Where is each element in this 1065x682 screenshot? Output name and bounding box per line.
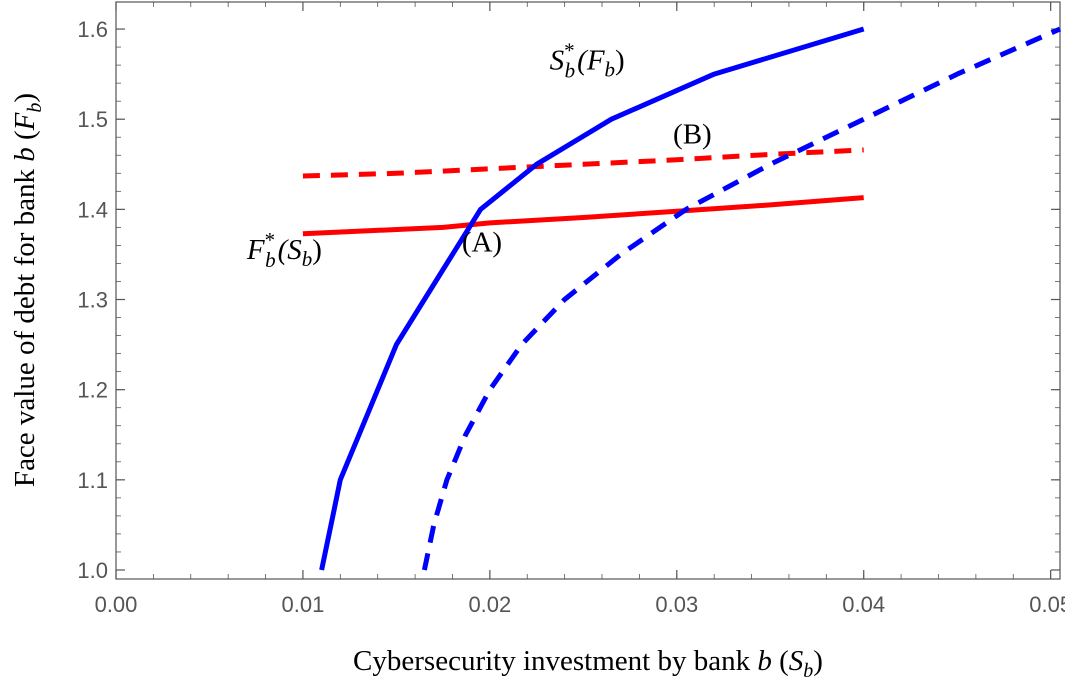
annotation-B: (B): [673, 119, 712, 151]
y-tick-label: 1.3: [77, 288, 108, 313]
annotation-F: F* b(Sb): [246, 228, 322, 272]
x-axis-title: Cybersecurity investment by bank b (Sb): [353, 645, 823, 682]
series-line-0: [302, 195, 864, 237]
series-line-1: [302, 147, 864, 179]
x-tick-label: 0.05: [1029, 592, 1065, 617]
plot-frame: [115, 1, 1061, 580]
annotation-S: S* b(Fb): [550, 39, 625, 83]
x-tick-label: 0.02: [468, 592, 511, 617]
y-tick-label: 1.6: [77, 17, 108, 42]
y-tick-label: 1.2: [77, 378, 108, 403]
series-line-3: [421, 26, 1062, 571]
series-layer: [302, 26, 1062, 571]
y-axis-ticks: 1.0 1.1 1.2 1.3 1.4 1.5 1.6: [77, 17, 1060, 583]
x-tick-label: 0.00: [95, 592, 138, 617]
y-tick-label: 1.1: [77, 468, 108, 493]
annotation-A: (A): [462, 227, 502, 259]
annotations: S* b(Fb) F* b(Sb) (A) (B): [246, 39, 712, 272]
x-axis-ticks: 0.00 0.01 0.02 0.03 0.04 0.05: [95, 2, 1065, 617]
series-line-2: [319, 26, 865, 571]
y-tick-label: 1.0: [77, 558, 108, 583]
x-tick-label: 0.01: [282, 592, 325, 617]
y-tick-label: 1.5: [77, 107, 108, 132]
y-axis-title: Face value of debt for bank b (Fb): [9, 93, 46, 487]
y-tick-label: 1.4: [77, 197, 108, 222]
x-tick-label: 0.03: [655, 592, 698, 617]
x-tick-label: 0.04: [842, 592, 885, 617]
